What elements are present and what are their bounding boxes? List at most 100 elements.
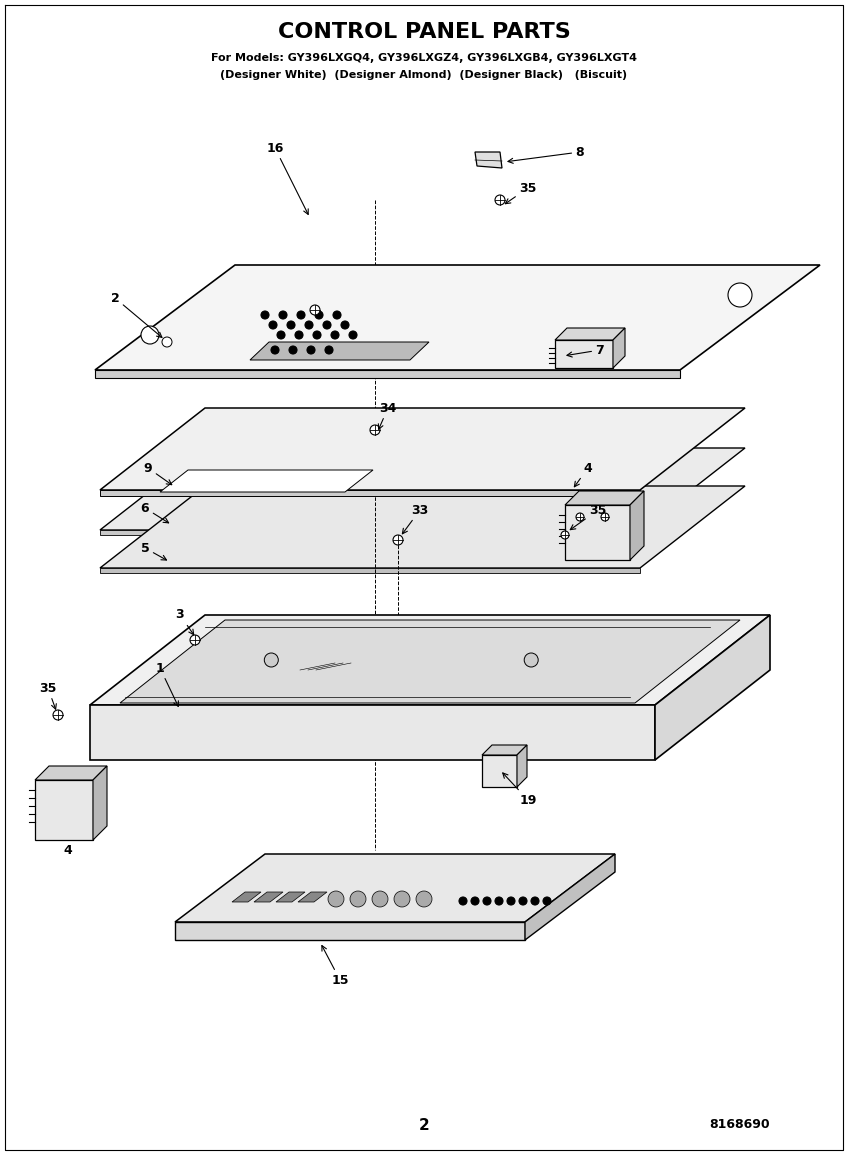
Circle shape (141, 326, 159, 344)
Circle shape (495, 195, 505, 204)
Polygon shape (250, 342, 429, 360)
Circle shape (331, 331, 339, 340)
Text: 19: 19 (503, 773, 537, 806)
Circle shape (323, 321, 331, 329)
Polygon shape (100, 408, 745, 490)
Polygon shape (90, 705, 655, 760)
Circle shape (394, 891, 410, 907)
Polygon shape (298, 892, 327, 902)
Circle shape (305, 321, 313, 329)
Circle shape (277, 331, 285, 340)
Text: 4: 4 (64, 843, 72, 857)
Circle shape (162, 337, 172, 346)
Polygon shape (100, 486, 745, 568)
Text: For Models: GY396LXGQ4, GY396LXGZ4, GY396LXGB4, GY396LXGT4: For Models: GY396LXGQ4, GY396LXGZ4, GY39… (211, 53, 637, 64)
Polygon shape (175, 854, 615, 922)
Circle shape (372, 891, 388, 907)
Circle shape (576, 513, 584, 521)
Polygon shape (565, 505, 630, 560)
Text: 33: 33 (403, 504, 428, 534)
Polygon shape (276, 892, 305, 902)
Text: 9: 9 (143, 462, 171, 485)
Circle shape (315, 311, 323, 319)
Circle shape (295, 331, 303, 340)
Circle shape (265, 653, 278, 666)
Circle shape (328, 891, 344, 907)
Text: 7: 7 (567, 343, 605, 357)
Text: 2: 2 (419, 1118, 429, 1133)
Text: 5: 5 (141, 542, 166, 560)
Circle shape (271, 346, 279, 353)
Circle shape (519, 897, 527, 906)
Polygon shape (232, 892, 261, 902)
Circle shape (307, 346, 315, 353)
Circle shape (350, 891, 366, 907)
Circle shape (561, 531, 569, 539)
Polygon shape (482, 755, 517, 787)
Circle shape (416, 891, 432, 907)
Polygon shape (93, 766, 107, 840)
Text: 4: 4 (574, 462, 593, 486)
Circle shape (53, 710, 63, 720)
Text: 35: 35 (570, 504, 606, 530)
Text: 15: 15 (322, 946, 349, 986)
Circle shape (190, 635, 200, 644)
Circle shape (393, 535, 403, 545)
Circle shape (459, 897, 467, 906)
Polygon shape (655, 614, 770, 760)
Text: 16: 16 (266, 142, 308, 215)
Polygon shape (90, 614, 770, 705)
Circle shape (279, 311, 287, 319)
Circle shape (289, 346, 297, 353)
Polygon shape (482, 745, 527, 755)
Polygon shape (630, 491, 644, 560)
Text: 2: 2 (110, 291, 162, 337)
Polygon shape (35, 780, 93, 840)
Polygon shape (254, 892, 283, 902)
Text: 8168690: 8168690 (710, 1118, 770, 1132)
Polygon shape (525, 854, 615, 940)
Circle shape (531, 897, 539, 906)
Circle shape (333, 311, 341, 319)
Circle shape (728, 283, 752, 307)
Circle shape (269, 321, 277, 329)
Circle shape (483, 897, 491, 906)
Text: 34: 34 (378, 402, 397, 430)
Circle shape (325, 346, 333, 353)
Circle shape (495, 897, 503, 906)
Polygon shape (555, 340, 613, 368)
Polygon shape (517, 745, 527, 787)
Text: 35: 35 (505, 181, 537, 203)
Polygon shape (100, 530, 640, 535)
Text: 1: 1 (156, 662, 178, 707)
Polygon shape (160, 470, 373, 492)
Circle shape (370, 425, 380, 435)
Circle shape (349, 331, 357, 340)
Text: (Designer White)  (Designer Almond)  (Designer Black)   (Biscuit): (Designer White) (Designer Almond) (Desi… (220, 70, 628, 80)
Circle shape (287, 321, 295, 329)
Text: 6: 6 (141, 501, 169, 523)
Polygon shape (120, 620, 740, 703)
Polygon shape (475, 152, 502, 167)
Circle shape (341, 321, 349, 329)
Text: 35: 35 (39, 681, 57, 709)
Circle shape (524, 653, 538, 666)
Polygon shape (613, 328, 625, 368)
Circle shape (297, 311, 305, 319)
Polygon shape (100, 490, 640, 495)
Circle shape (507, 897, 515, 906)
Polygon shape (95, 370, 680, 378)
Text: 8: 8 (508, 146, 584, 163)
Polygon shape (35, 766, 107, 780)
Text: 3: 3 (176, 609, 193, 635)
Circle shape (261, 311, 269, 319)
Circle shape (313, 331, 321, 340)
Polygon shape (565, 491, 644, 505)
Circle shape (601, 513, 609, 521)
Circle shape (471, 897, 479, 906)
Polygon shape (175, 922, 525, 940)
Polygon shape (555, 328, 625, 340)
Text: CONTROL PANEL PARTS: CONTROL PANEL PARTS (277, 22, 571, 42)
Polygon shape (100, 448, 745, 530)
Circle shape (310, 305, 320, 315)
